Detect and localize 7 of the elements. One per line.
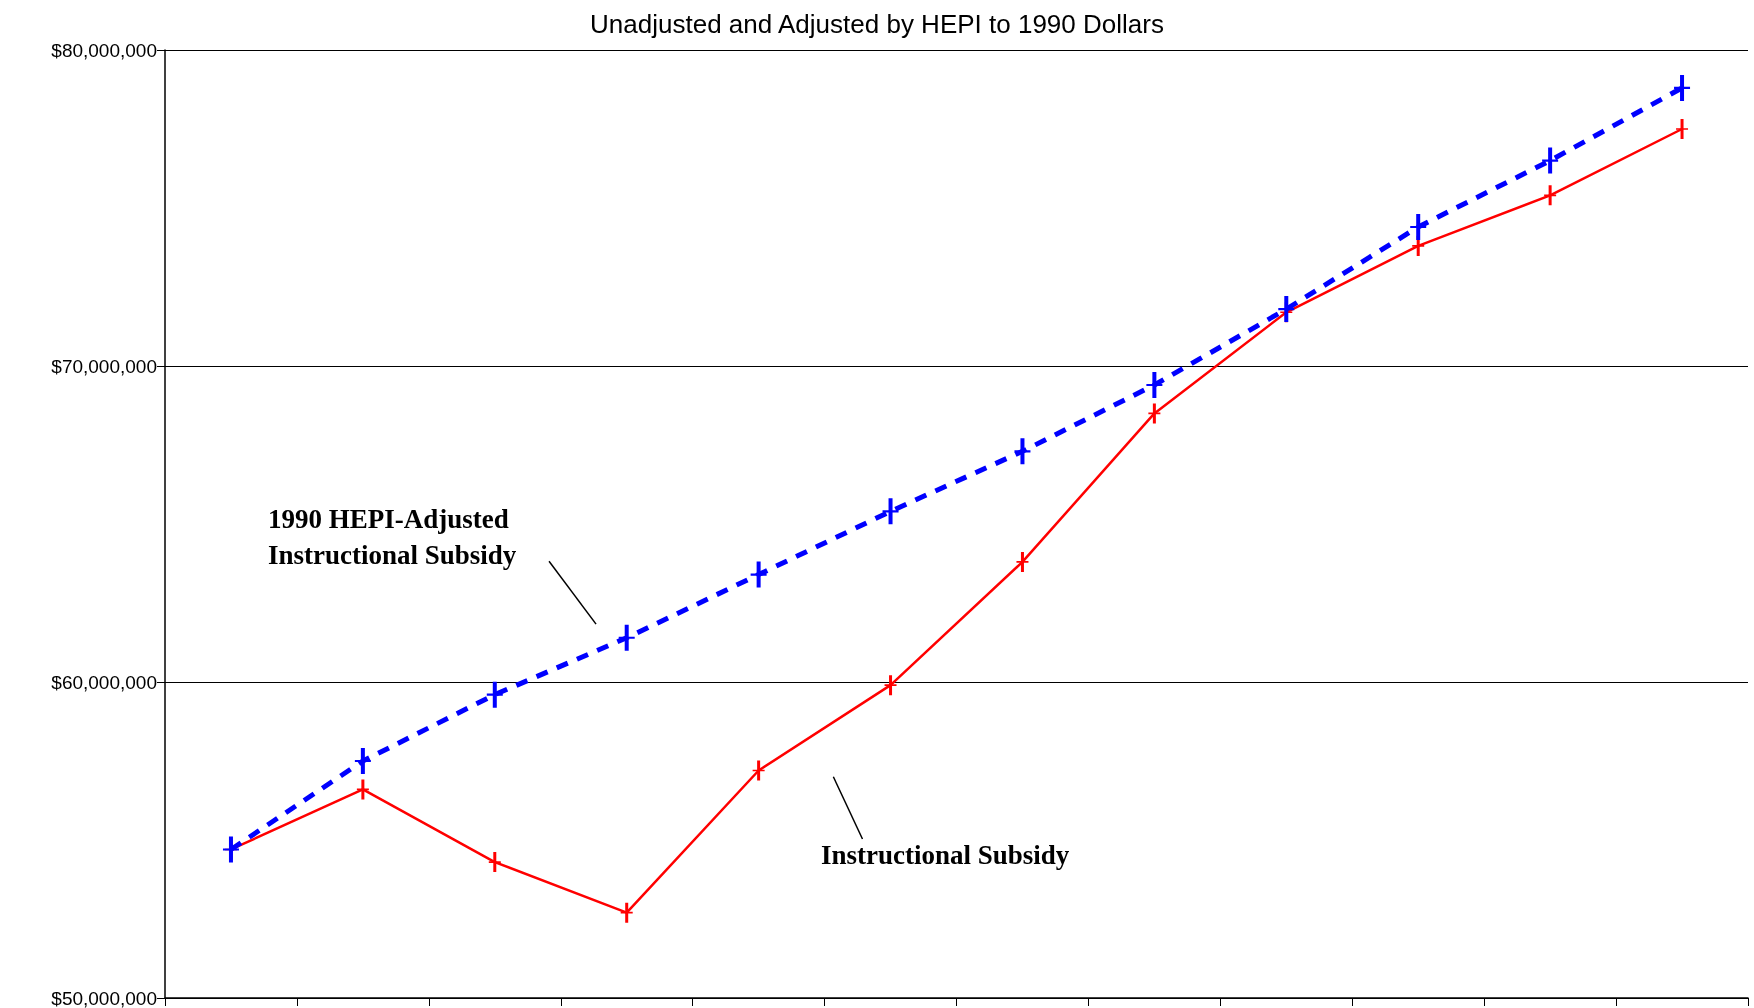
annotation: Instructional Subsidy (821, 839, 1070, 870)
y-tick-label: $80,000,000 (51, 39, 157, 61)
annotation: 1990 HEPI-Adjusted Instructional Subsidy (267, 503, 517, 570)
chart-title: Unadjusted and Adjusted by HEPI to 1990 Dollars (590, 9, 1164, 39)
y-tick-label: $60,000,000 (51, 671, 157, 693)
y-tick-label: $50,000,000 (51, 987, 157, 1008)
y-tick-label: $70,000,000 (51, 355, 157, 377)
